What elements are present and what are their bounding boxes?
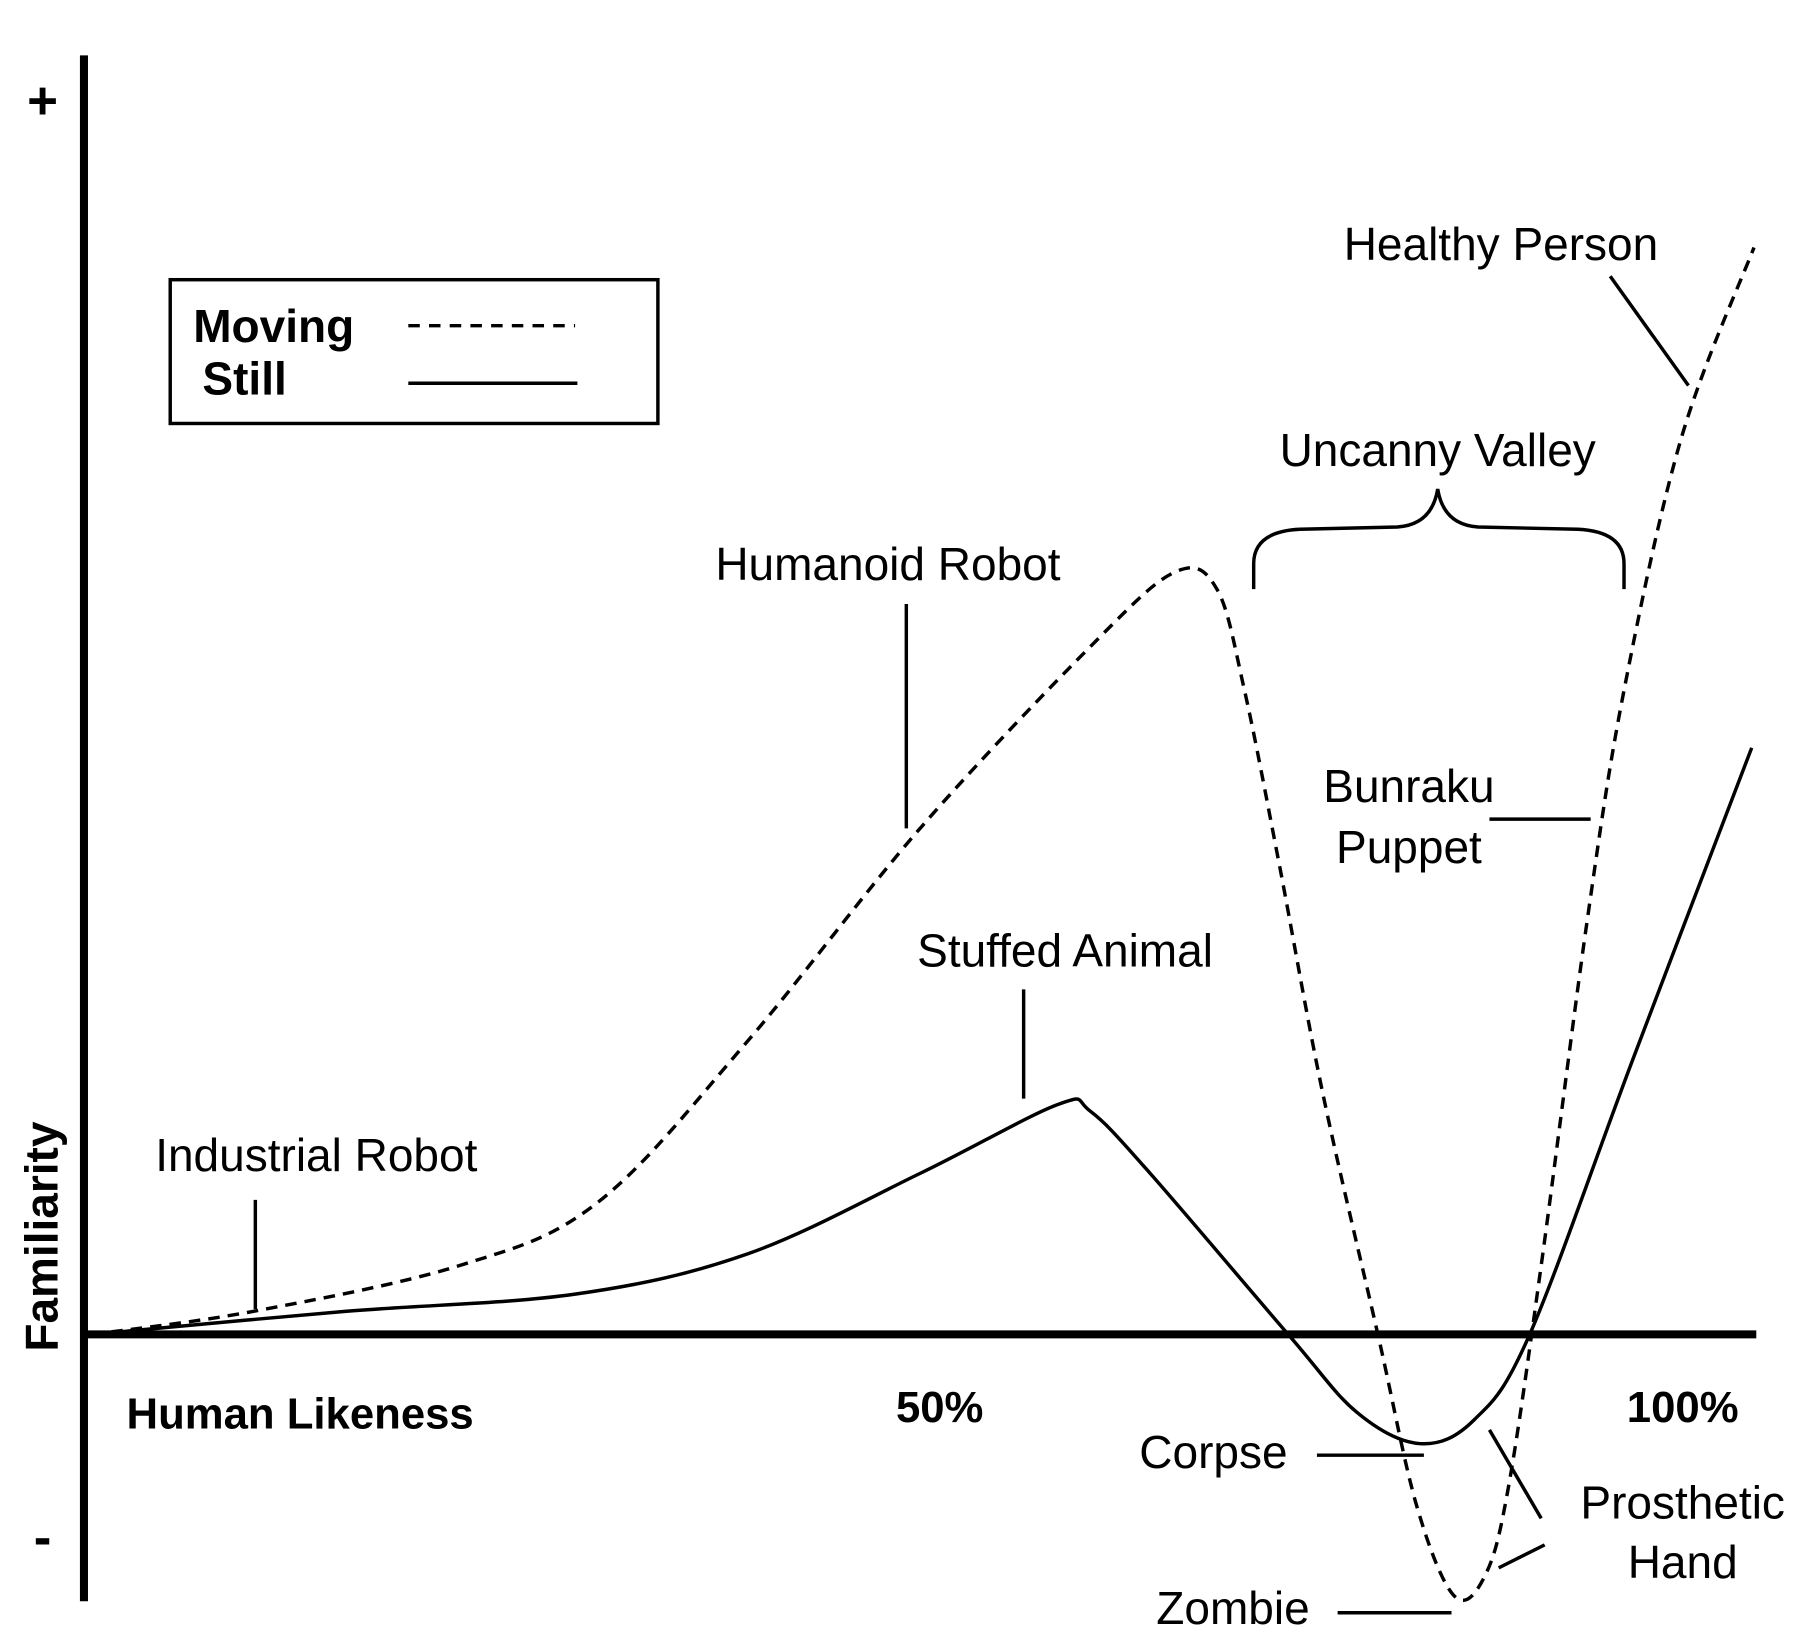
annotation: Healthy Person — [1344, 218, 1659, 270]
x-axis-label: Human Likeness — [127, 1390, 474, 1439]
annotation: Uncanny Valley — [1280, 424, 1596, 476]
moving-curve — [91, 246, 1756, 1603]
still-curve — [91, 747, 1754, 1446]
leaders — [253, 275, 1690, 1615]
legend-box — [168, 277, 660, 426]
y-axis-label: Familiarity — [16, 1121, 68, 1352]
annotation: Humanoid Robot — [715, 538, 1060, 590]
annotation: Prosthetic — [1580, 1476, 1785, 1528]
brace — [1251, 488, 1626, 590]
annotation: Puppet — [1336, 821, 1482, 873]
annotation: Stuffed Animal — [917, 924, 1213, 976]
y-plus: + — [27, 72, 58, 131]
annotation: Bunraku — [1323, 760, 1494, 812]
legend-label: Moving — [193, 300, 354, 352]
annotation: Zombie — [1156, 1582, 1309, 1634]
annotation: Corpse — [1139, 1426, 1287, 1478]
leader-line — [1608, 275, 1690, 387]
legend-label: Still — [202, 353, 286, 405]
x-end-label: 100% — [1627, 1383, 1739, 1432]
x-mid-label: 50% — [896, 1383, 983, 1432]
y-minus: - — [34, 1508, 52, 1567]
leader-line — [1487, 1428, 1543, 1520]
annotation: Industrial Robot — [155, 1129, 477, 1181]
leader-line — [1497, 1543, 1546, 1570]
annotation: Hand — [1628, 1536, 1738, 1588]
